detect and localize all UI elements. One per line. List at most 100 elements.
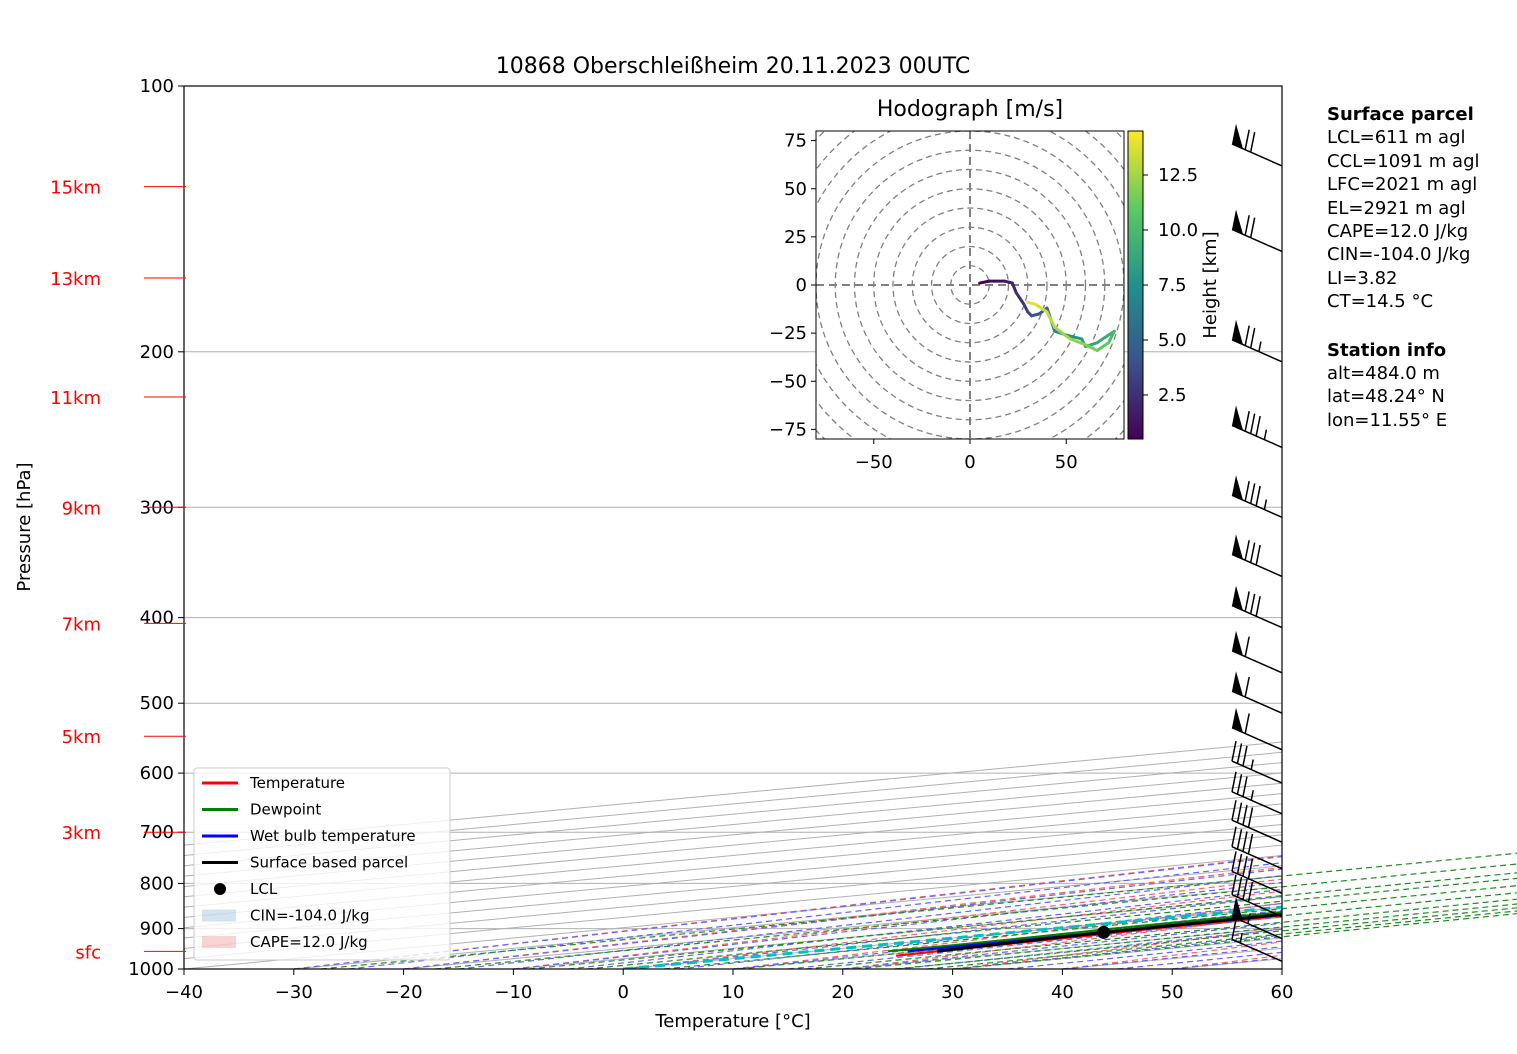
- y-tick-label: 800: [140, 873, 174, 894]
- y-tick-label: 100: [140, 76, 174, 97]
- hodograph-y-tick-label: −75: [769, 419, 807, 440]
- wind-barb: [1231, 896, 1283, 940]
- station-line: alt=484.0 m: [1327, 363, 1440, 385]
- mixing-ratio-line: [805, 898, 1517, 970]
- moist-adiabat-line: [623, 895, 1282, 969]
- station-line: lon=11.55° E: [1327, 409, 1448, 431]
- x-tick-label: 0: [617, 982, 628, 1003]
- surface-line: CIN=-104.0 J/kg: [1327, 244, 1471, 266]
- surface-line: LI=3.82: [1327, 267, 1398, 289]
- hodograph-segment: [978, 279, 991, 285]
- hodograph-segment: [1095, 341, 1111, 352]
- surface-parcel-header: Surface parcel: [1327, 104, 1474, 125]
- hodograph-ring: [892, 207, 1048, 363]
- mixing-ratio-line: [587, 877, 1517, 970]
- hodograph-segment: [1026, 300, 1037, 306]
- x-axis-label: Temperature [°C]: [654, 1011, 810, 1032]
- surface-line: CCL=1091 m agl: [1327, 150, 1480, 172]
- moist-adiabat-line: [293, 855, 1282, 969]
- legend-swatch: [202, 909, 236, 922]
- wind-barb: [1231, 826, 1283, 870]
- wind-barb: [1231, 800, 1283, 843]
- x-tick-label: 10: [722, 982, 745, 1003]
- surface-parcel-line: [937, 912, 1282, 953]
- wind-barb: [1231, 707, 1283, 751]
- height-label: sfc: [75, 942, 101, 963]
- hodograph-y-tick-label: 50: [784, 179, 807, 200]
- x-tick-label: −10: [494, 982, 532, 1003]
- y-tick-label: 600: [140, 763, 174, 784]
- lcl-point: [1097, 925, 1111, 939]
- mixing-ratio-line: [664, 885, 1517, 970]
- wind-barb: [1231, 209, 1283, 253]
- height-label: 11km: [50, 388, 101, 409]
- hodograph-segment: [1064, 333, 1084, 341]
- wind-barb: [1231, 874, 1283, 918]
- moist-adiabat-line: [568, 888, 1282, 969]
- hodograph-segment: [1107, 329, 1116, 345]
- x-tick-label: 50: [1161, 982, 1184, 1003]
- surface-line: EL=2921 m agl: [1327, 197, 1466, 219]
- y-tick-label: 1000: [128, 959, 174, 980]
- hodograph-segment: [1014, 291, 1026, 306]
- colorbar-tick-label: 7.5: [1158, 275, 1187, 296]
- hodograph-x-tick-label: 0: [964, 452, 975, 473]
- wind-barb: [1231, 585, 1283, 629]
- legend-label: Surface based parcel: [250, 854, 408, 872]
- hodograph-y-tick-label: 75: [784, 131, 807, 152]
- y-tick-label: 500: [140, 693, 174, 714]
- hodograph-colorbar: [1127, 130, 1144, 440]
- isotherm-line: [184, 803, 1282, 908]
- legend-swatch: [202, 936, 236, 948]
- mixing-ratio-line: [855, 903, 1517, 970]
- height-label: 9km: [62, 498, 101, 519]
- station-line: lat=48.24° N: [1327, 386, 1445, 408]
- moist-adiabat-line: [403, 868, 1282, 969]
- isotherm-line: [184, 751, 1282, 856]
- legend-label: Dewpoint: [250, 801, 321, 819]
- dry-adiabat-line: [513, 878, 1282, 969]
- hodograph-segment: [1053, 325, 1072, 341]
- colorbar-tick-label: 12.5: [1158, 165, 1198, 186]
- isotherm-line: [184, 782, 1282, 887]
- legend-label: CAPE=12.0 J/kg: [250, 933, 368, 951]
- hodograph-ring: [853, 168, 1087, 402]
- colorbar-tick-label: 2.5: [1158, 385, 1187, 406]
- surface-line: LFC=2021 m agl: [1327, 174, 1478, 196]
- x-tick-label: 60: [1271, 982, 1294, 1003]
- wind-barb: [1231, 671, 1283, 714]
- isotherm-line: [184, 762, 1282, 867]
- hodograph-segment: [1033, 302, 1049, 314]
- info-panel: Surface parcel LCL=611 m agl CCL=1091 m …: [1327, 103, 1480, 432]
- chart-title: 10868 Oberschleißheim 20.11.2023 00UTC: [496, 54, 971, 79]
- mixing-ratio-line: [435, 863, 1517, 970]
- height-label: 5km: [62, 727, 101, 748]
- wind-barb: [1231, 405, 1283, 449]
- dry-adiabat-line: [403, 866, 1282, 969]
- station-info-header: Station info: [1327, 339, 1447, 361]
- isotherm-line: [184, 793, 1282, 898]
- legend-box: [193, 767, 451, 961]
- x-tick-label: 20: [831, 982, 854, 1003]
- y-tick-label: 900: [140, 919, 174, 940]
- hodograph-segment: [1045, 310, 1057, 329]
- hodograph-x-tick-label: −50: [855, 452, 893, 473]
- wind-barb: [1231, 319, 1283, 363]
- isotherm-line: [184, 772, 1282, 877]
- wind-barb: [1231, 740, 1283, 784]
- dry-adiabat-line: [1502, 86, 1517, 969]
- hodograph-segment: [1095, 333, 1111, 345]
- dry-adiabat-line: [623, 890, 1282, 969]
- x-tick-label: −40: [165, 982, 203, 1003]
- x-tick-label: −30: [275, 982, 313, 1003]
- hodograph-segment: [1084, 343, 1099, 352]
- x-tick-label: 30: [941, 982, 964, 1003]
- legend-label: Temperature: [249, 774, 345, 792]
- hodograph-y-tick-label: −25: [769, 323, 807, 344]
- hodograph-colorbar-label: Height [km]: [1200, 231, 1221, 338]
- legend-label: Wet bulb temperature: [250, 827, 416, 845]
- legend-swatch: [214, 883, 226, 895]
- hodograph-segment: [1010, 281, 1018, 295]
- legend-label: CIN=-104.0 J/kg: [250, 907, 370, 925]
